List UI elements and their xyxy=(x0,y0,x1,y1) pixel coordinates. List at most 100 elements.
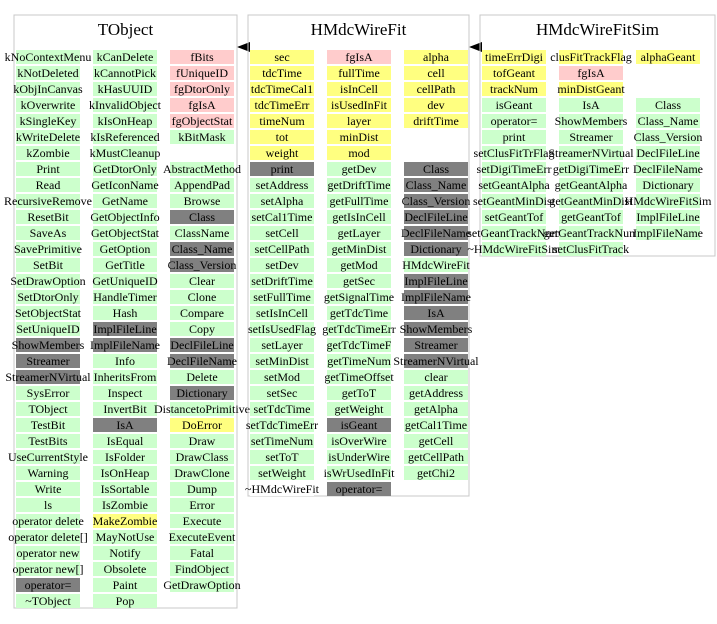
member-name: InvertBit xyxy=(103,402,147,416)
member-cell xyxy=(404,50,468,64)
member-cell xyxy=(404,418,468,432)
member-name: minDistGeant xyxy=(557,82,625,96)
member-cell xyxy=(170,178,234,192)
member-name: ImplFileName xyxy=(90,338,160,352)
member-cell xyxy=(482,162,546,176)
member-cell xyxy=(16,386,80,400)
member-cell xyxy=(404,98,468,112)
member-name: Class_Name xyxy=(172,242,233,256)
member-name: setMinDist xyxy=(255,354,309,368)
member-cell xyxy=(404,210,468,224)
member-cell xyxy=(327,290,391,304)
member-name: Error xyxy=(189,498,214,512)
member-cell xyxy=(559,130,623,144)
member-name: IsA xyxy=(582,98,600,112)
member-cell xyxy=(559,98,623,112)
member-cell xyxy=(636,114,700,128)
member-cell xyxy=(559,210,623,224)
member-cell xyxy=(250,66,314,80)
member-name: kInvalidObject xyxy=(89,98,162,112)
member-name: getTimeOffset xyxy=(324,370,394,384)
member-cell xyxy=(482,82,546,96)
member-name: getFullTime xyxy=(330,194,389,208)
member-name: Class_Version xyxy=(402,194,471,208)
member-name: Execute xyxy=(183,514,222,528)
member-name: Copy xyxy=(189,322,215,336)
member-name: fullTime xyxy=(338,66,380,80)
member-name: fgDtorOnly xyxy=(174,82,230,96)
member-name: getGeantMinDist xyxy=(549,194,633,208)
member-cell xyxy=(170,418,234,432)
member-name: tofGeant xyxy=(493,66,536,80)
member-name: setFullTime xyxy=(253,290,311,304)
member-cell xyxy=(93,402,157,416)
member-cell xyxy=(636,98,700,112)
member-cell xyxy=(327,450,391,464)
member-name: isWrUsedInFit xyxy=(324,466,396,480)
member-cell xyxy=(16,546,80,560)
member-cell xyxy=(327,50,391,64)
member-name: setCellPath xyxy=(255,242,310,256)
member-name: setIsInCell xyxy=(256,306,309,320)
member-cell xyxy=(170,338,234,352)
member-cell xyxy=(327,386,391,400)
member-cell xyxy=(16,322,80,336)
member-cell xyxy=(404,66,468,80)
member-cell xyxy=(16,258,80,272)
member-name: kSingleKey xyxy=(20,114,77,128)
member-cell xyxy=(404,274,468,288)
member-name: kMustCleanup xyxy=(90,146,161,160)
member-cell xyxy=(404,82,468,96)
member-name: DistancetoPrimitive xyxy=(154,402,250,416)
member-name: Class_Name xyxy=(406,178,467,192)
member-cell xyxy=(16,290,80,304)
member-name: GetObjectStat xyxy=(91,226,160,240)
member-name: GetDrawOption xyxy=(163,578,240,592)
member-cell xyxy=(16,178,80,192)
member-cell xyxy=(93,338,157,352)
member-cell xyxy=(250,162,314,176)
member-name: HMdcWireFitSim xyxy=(625,194,713,208)
member-name: kWriteDelete xyxy=(16,130,80,144)
member-name: Class_Name xyxy=(638,114,699,128)
member-name: operator= xyxy=(336,482,383,496)
member-cell xyxy=(93,562,157,576)
member-name: fgObjectStat xyxy=(172,114,233,128)
member-cell xyxy=(16,466,80,480)
member-cell xyxy=(16,370,80,384)
inheritance-arrow xyxy=(237,42,250,52)
member-cell xyxy=(482,98,546,112)
member-cell xyxy=(93,546,157,560)
member-name: IsA xyxy=(116,418,134,432)
member-name: Pop xyxy=(116,594,135,608)
member-name: Streamer xyxy=(569,130,612,144)
member-cell xyxy=(636,50,700,64)
member-cell xyxy=(404,322,468,336)
member-cell xyxy=(250,418,314,432)
member-cell xyxy=(404,258,468,272)
member-name: getTdcTimeF xyxy=(327,338,392,352)
member-cell xyxy=(16,530,80,544)
member-cell xyxy=(327,482,391,496)
member-cell xyxy=(93,290,157,304)
member-cell xyxy=(16,306,80,320)
member-name: HandleTimer xyxy=(93,290,157,304)
member-name: setDigiTimeErr xyxy=(477,162,552,176)
member-name: operator delete xyxy=(12,514,84,528)
member-cell xyxy=(404,370,468,384)
member-cell xyxy=(250,98,314,112)
member-name: setGeantAlpha xyxy=(478,178,550,192)
member-name: Draw xyxy=(189,434,216,448)
member-name: getCellPath xyxy=(408,450,464,464)
member-name: Read xyxy=(36,178,61,192)
member-cell xyxy=(559,82,623,96)
member-name: setGeantTof xyxy=(485,210,543,224)
member-name: ResetBit xyxy=(27,210,69,224)
member-cell xyxy=(327,114,391,128)
member-name: tot xyxy=(276,130,289,144)
member-name: tdcTimeCal1 xyxy=(251,82,313,96)
member-cell xyxy=(250,274,314,288)
member-name: Hash xyxy=(113,306,138,320)
member-name: getGeantTof xyxy=(561,210,621,224)
member-cell xyxy=(16,114,80,128)
